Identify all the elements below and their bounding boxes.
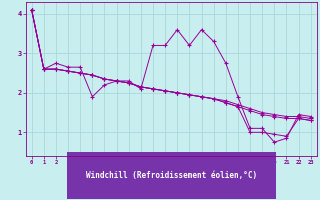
X-axis label: Windchill (Refroidissement éolien,°C): Windchill (Refroidissement éolien,°C): [86, 171, 257, 180]
